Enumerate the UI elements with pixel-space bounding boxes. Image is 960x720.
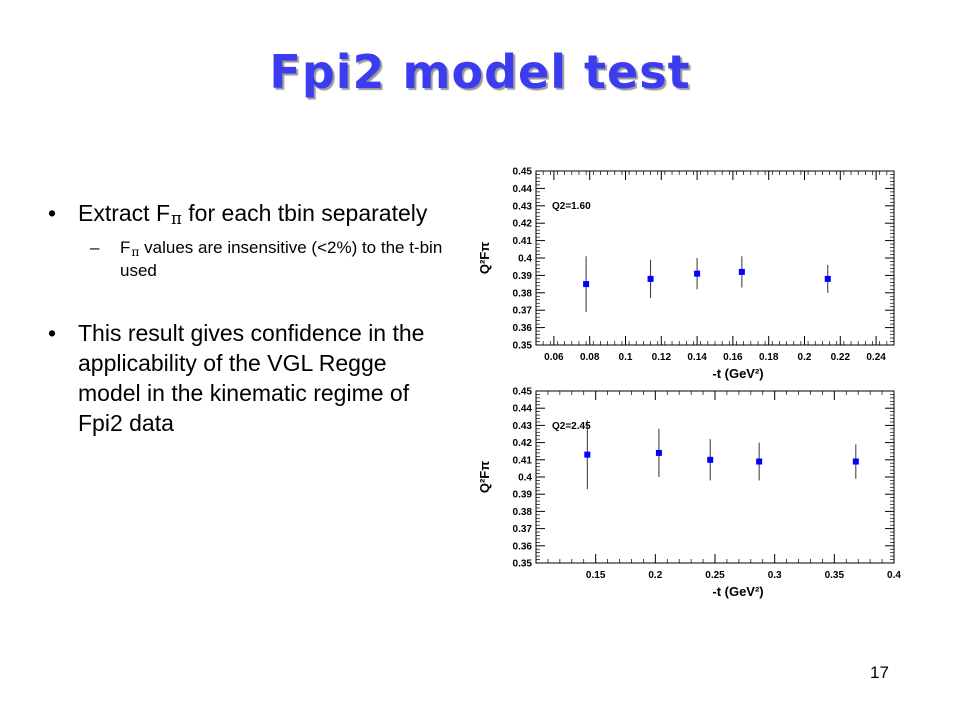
plot-frame xyxy=(535,390,895,564)
y-tick-label: 0.45 xyxy=(513,387,533,398)
bullet-text: values are insensitive (<2%) to the t-bi… xyxy=(120,238,443,280)
y-tick-label: 0.42 xyxy=(513,438,533,449)
y-tick-label: 0.42 xyxy=(513,219,533,230)
bullet-item: Extract Fπ for each tbin separately xyxy=(48,198,448,231)
data-point xyxy=(647,275,654,282)
data-point xyxy=(824,275,831,282)
x-tick-label: 0.2 xyxy=(798,352,812,363)
bullet-list: Extract Fπ for each tbin separately –Fπ … xyxy=(48,198,448,438)
y-tick-label: 0.37 xyxy=(513,306,533,317)
slide-title: Fpi2 model test xyxy=(269,45,691,99)
data-point xyxy=(756,458,763,465)
y-tick-label: 0.43 xyxy=(513,201,533,212)
y-tick-label: 0.36 xyxy=(513,541,533,552)
pi-subscript: π xyxy=(171,209,182,228)
y-tick-label: 0.43 xyxy=(513,421,533,432)
data-point xyxy=(584,451,591,458)
y-tick-label: 0.41 xyxy=(513,236,533,247)
bullet-text: Extract F xyxy=(78,200,171,226)
y-axis-label: Q²Fπ xyxy=(477,242,492,274)
x-axis-label: -t (GeV²) xyxy=(712,366,763,381)
x-tick-label: 0.14 xyxy=(687,352,707,363)
sub-bullet-item: – Fπ values are insensitive (<2%) to the … xyxy=(48,237,448,282)
y-tick-label: 0.37 xyxy=(513,524,533,535)
y-tick-label: 0.35 xyxy=(513,341,533,352)
x-tick-label: 0.08 xyxy=(580,352,600,363)
x-tick-label: 0.25 xyxy=(705,570,725,581)
bullet-text: for each tbin separately xyxy=(181,200,428,226)
y-tick-label: 0.41 xyxy=(513,455,533,466)
x-tick-label: 0.2 xyxy=(648,570,662,581)
pi-subscript: π xyxy=(131,245,140,259)
x-tick-label: 0.18 xyxy=(759,352,779,363)
bullet-item: This result gives confidence in the appl… xyxy=(48,318,448,438)
y-tick-label: 0.36 xyxy=(513,323,533,334)
y-tick-label: 0.45 xyxy=(513,167,533,178)
bullet-text: F xyxy=(120,238,131,257)
y-tick-label: 0.4 xyxy=(518,254,532,265)
x-tick-label: 0.35 xyxy=(825,570,845,581)
y-tick-label: 0.39 xyxy=(513,490,533,501)
bullet-text: This result gives confidence in the appl… xyxy=(78,320,425,436)
data-point xyxy=(583,281,590,288)
data-point xyxy=(738,268,745,275)
y-tick-label: 0.38 xyxy=(513,288,533,299)
y-tick-label: 0.44 xyxy=(513,404,533,415)
y-axis-label: Q²Fπ xyxy=(477,461,492,493)
y-tick-label: 0.38 xyxy=(513,507,533,518)
x-tick-label: 0.24 xyxy=(866,352,886,363)
data-point xyxy=(852,458,859,465)
y-tick-label: 0.35 xyxy=(513,559,533,570)
y-tick-label: 0.39 xyxy=(513,271,533,282)
x-tick-label: 0.12 xyxy=(652,352,672,363)
x-tick-label: 0.3 xyxy=(768,570,782,581)
chart-annotation: Q2=1.60 xyxy=(552,201,591,212)
x-tick-label: 0.06 xyxy=(544,352,564,363)
y-tick-label: 0.4 xyxy=(518,473,532,484)
x-tick-label: 0.15 xyxy=(586,570,606,581)
y-tick-label: 0.44 xyxy=(513,184,533,195)
data-point xyxy=(655,449,662,456)
dash-marker: – xyxy=(90,238,100,257)
data-point xyxy=(694,270,701,277)
x-tick-label: 0.16 xyxy=(723,352,743,363)
chart-annotation: Q2=2.45 xyxy=(552,421,591,432)
x-axis-label: -t (GeV²) xyxy=(712,584,763,599)
x-tick-label: 0.4 xyxy=(887,570,901,581)
x-tick-label: 0.22 xyxy=(831,352,851,363)
x-tick-label: 0.1 xyxy=(619,352,633,363)
page-number: 17 xyxy=(870,663,889,682)
data-point xyxy=(707,456,714,463)
